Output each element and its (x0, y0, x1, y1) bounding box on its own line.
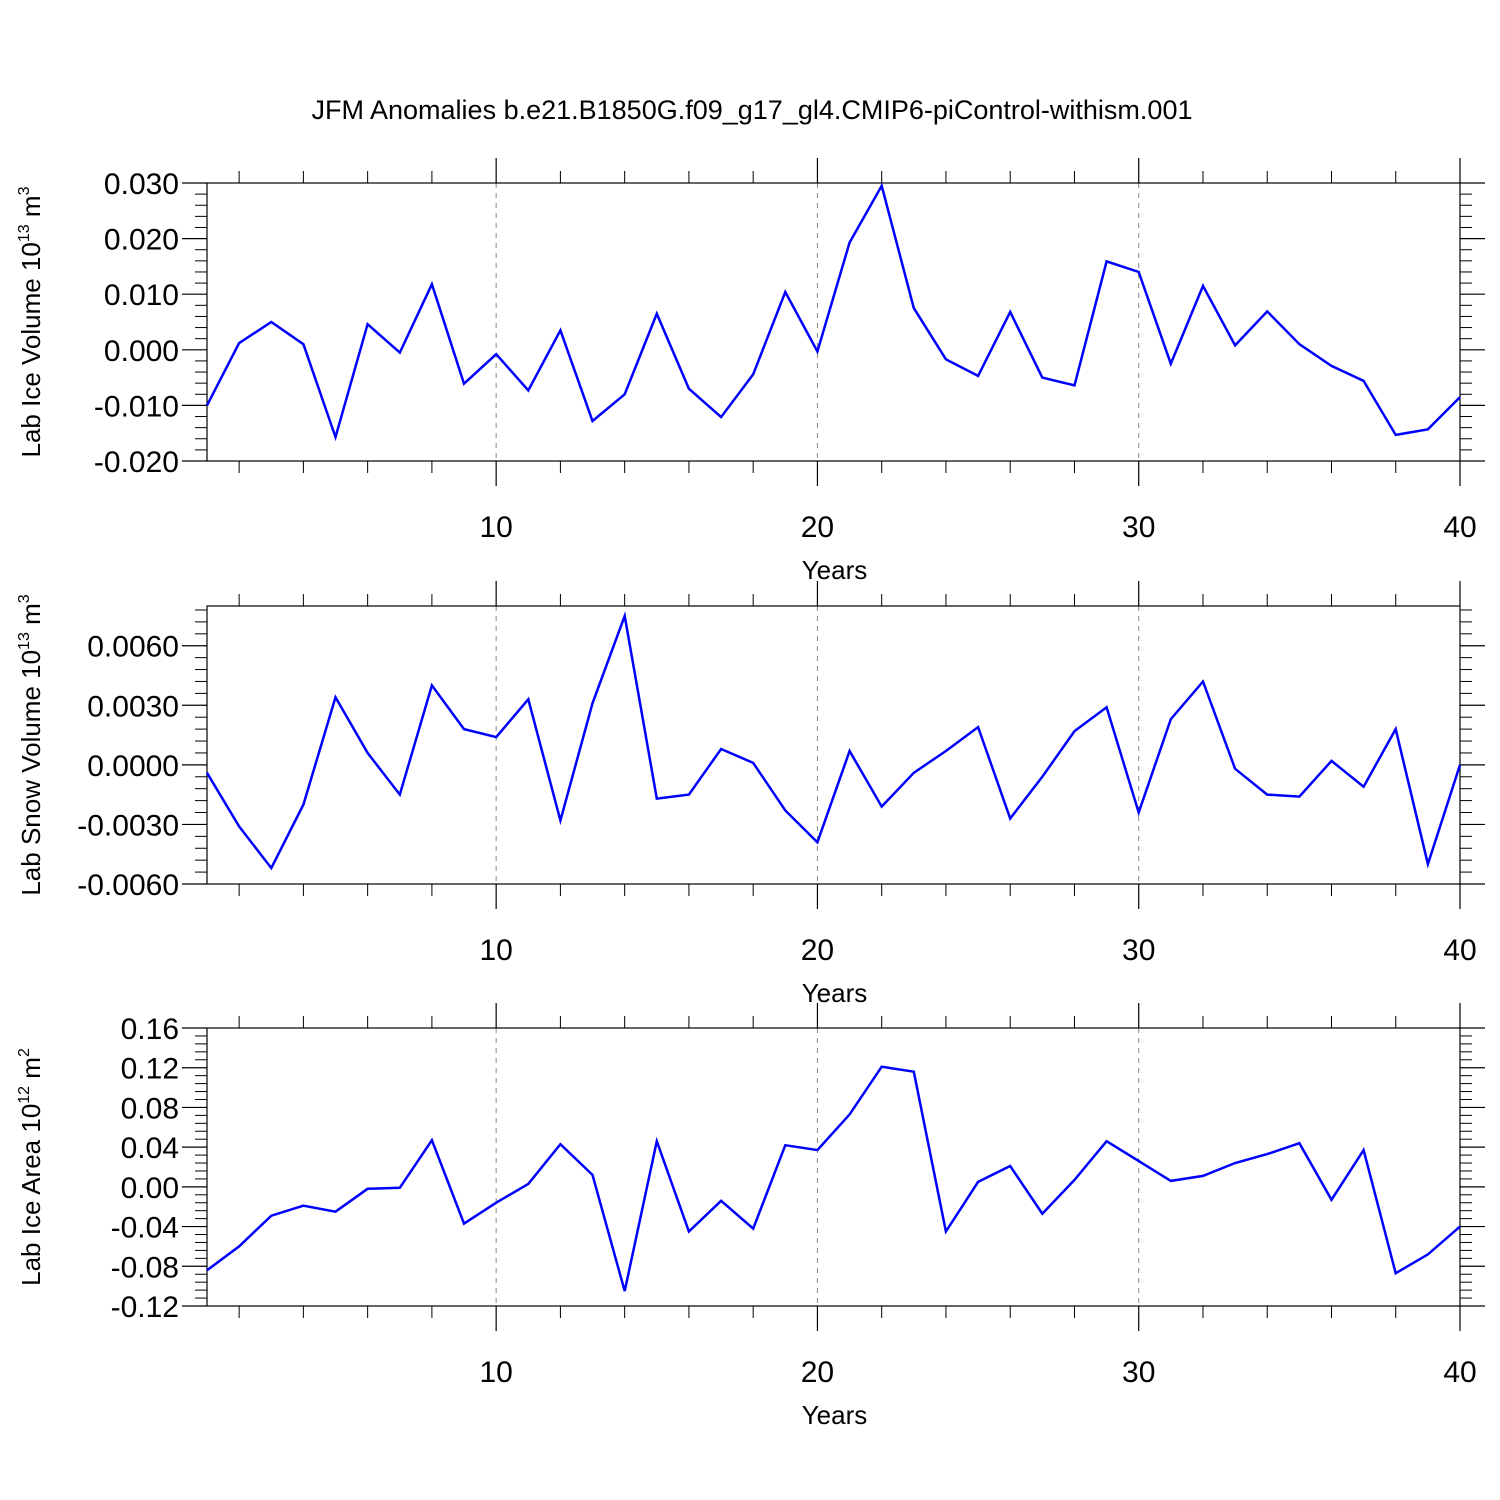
plot-frame (206, 182, 1461, 462)
y-tick-label: 0.00 (121, 1172, 179, 1205)
x-tick-label: 30 (1122, 934, 1155, 967)
y-tick-label: -0.0060 (77, 869, 179, 902)
series-line (206, 1065, 1461, 1292)
y-tick-label: -0.12 (111, 1291, 179, 1324)
y-tick-label: 0.0000 (87, 750, 179, 783)
y-tick-label: 0.000 (104, 335, 179, 368)
panel-2: -0.0060 -0.0030 0.0000 0.0030 0.0060 10 20 30 40… (16, 581, 1485, 1008)
x-axis-title: Years (802, 978, 868, 1008)
series-line (205, 611, 1462, 871)
x-tick-label: 20 (801, 1356, 834, 1389)
x-tick-label: 20 (801, 934, 834, 967)
y-tick-label: -0.04 (111, 1212, 179, 1245)
plot-frame (206, 1027, 1461, 1307)
plot-frame (206, 605, 1461, 885)
x-tick-label: 40 (1443, 1356, 1476, 1389)
x-axis-title: Years (802, 555, 868, 585)
series-line (205, 182, 1461, 442)
x-tick-label: 10 (479, 1356, 512, 1389)
y-tick-label: 0.12 (121, 1053, 179, 1086)
panels: -0.020 -0.010 0.000 0.010 0.020 0.030 10 20 30 40… (16, 158, 1485, 1430)
y-axis-title: Lab Ice Area 1012 m2 (16, 1048, 46, 1286)
x-tick-label: 30 (1122, 1356, 1155, 1389)
y-tick-label: -0.0030 (77, 809, 179, 842)
x-tick-label: 20 (801, 511, 834, 544)
chart-title: JFM Anomalies b.e21.B1850G.f09_g17_gl4.C… (312, 95, 1193, 125)
y-tick-label: 0.020 (104, 224, 179, 257)
y-tick-label: 0.0060 (87, 631, 179, 664)
y-tick-label: -0.020 (94, 446, 179, 479)
x-tick-label: 30 (1122, 511, 1155, 544)
y-tick-label: -0.08 (111, 1251, 179, 1284)
x-axis-title: Years (802, 1400, 868, 1430)
x-tick-label: 40 (1443, 934, 1476, 967)
panel-3: -0.12 -0.08 -0.04 0.00 0.04 0.08 0.12 0.16 10 20 3… (16, 1003, 1485, 1430)
y-axis-title: Lab Ice Volume 1013 m3 (16, 186, 46, 457)
y-axis-title: Lab Snow Volume 1013 m3 (16, 594, 46, 895)
y-tick-label: 0.010 (104, 279, 179, 312)
y-tick-label: 0.16 (121, 1013, 179, 1046)
y-tick-label: 0.08 (121, 1092, 179, 1125)
y-tick-label: 0.030 (104, 168, 179, 201)
x-tick-label: 40 (1443, 511, 1476, 544)
panel-1: -0.020 -0.010 0.000 0.010 0.020 0.030 10 20 30 40… (16, 158, 1485, 585)
x-tick-label: 10 (479, 934, 512, 967)
x-tick-label: 10 (479, 511, 512, 544)
y-tick-label: 0.0030 (87, 690, 179, 723)
y-tick-label: -0.010 (94, 390, 179, 423)
y-tick-label: 0.04 (121, 1132, 179, 1165)
